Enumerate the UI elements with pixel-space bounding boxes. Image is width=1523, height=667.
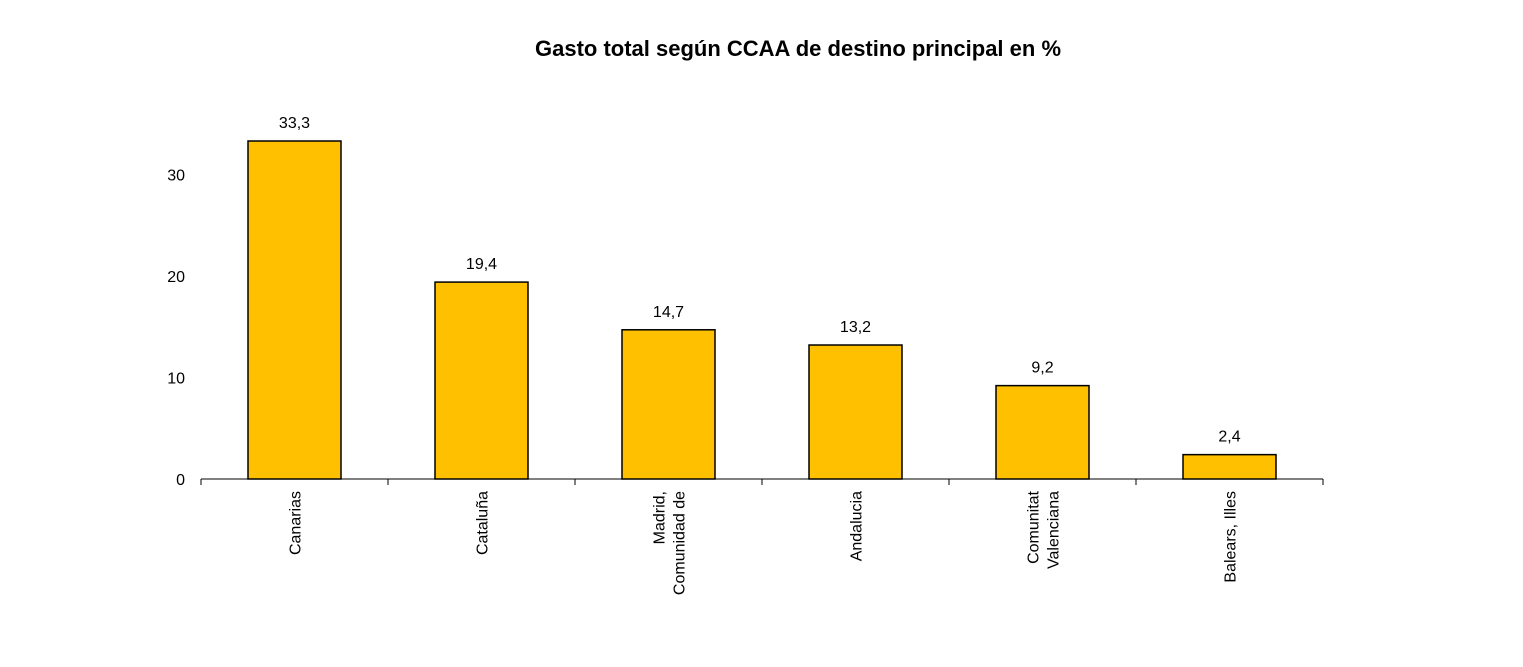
data-label: 13,2: [840, 319, 871, 336]
data-label: 14,7: [653, 304, 684, 321]
y-tick-label: 30: [167, 168, 185, 185]
data-label: 19,4: [466, 256, 497, 273]
category-label: Andalucia: [849, 491, 866, 561]
category-label: Madrid, Comunidad de: [652, 491, 689, 595]
category-label-line: Comunitat: [1026, 490, 1043, 563]
category-label: Balears, Illes: [1223, 491, 1240, 583]
category-label: Comunitat Valenciana: [1026, 490, 1063, 569]
bar: [808, 344, 903, 480]
chart-title: Gasto total según CCAA de destino princi…: [534, 36, 1062, 61]
category-label: Canarias: [288, 491, 305, 555]
bar: [434, 281, 529, 480]
y-tick-label: 20: [167, 269, 185, 286]
axis-layer: 0 10 20 30: [167, 168, 1324, 489]
data-label: 2,4: [1218, 429, 1240, 446]
y-tick-label: 10: [167, 371, 185, 388]
category-label-line: Andalucia: [849, 491, 866, 561]
y-tick-label: 0: [176, 472, 185, 489]
data-label: 33,3: [279, 115, 310, 132]
category-label-line: Madrid,: [652, 491, 669, 544]
data-label: 9,2: [1031, 360, 1053, 377]
category-label-line: Comunidad de: [672, 491, 689, 595]
category-label: Cataluña: [475, 491, 492, 555]
bar: [621, 329, 716, 480]
category-label-line: Valenciana: [1046, 491, 1063, 569]
bar: [995, 384, 1090, 480]
bar: [1182, 453, 1277, 480]
category-label-line: Cataluña: [475, 491, 492, 555]
category-label-line: Balears, Illes: [1223, 491, 1240, 583]
bar-layer: [247, 140, 1277, 480]
category-label-line: Canarias: [288, 491, 305, 555]
bar: [247, 140, 342, 480]
